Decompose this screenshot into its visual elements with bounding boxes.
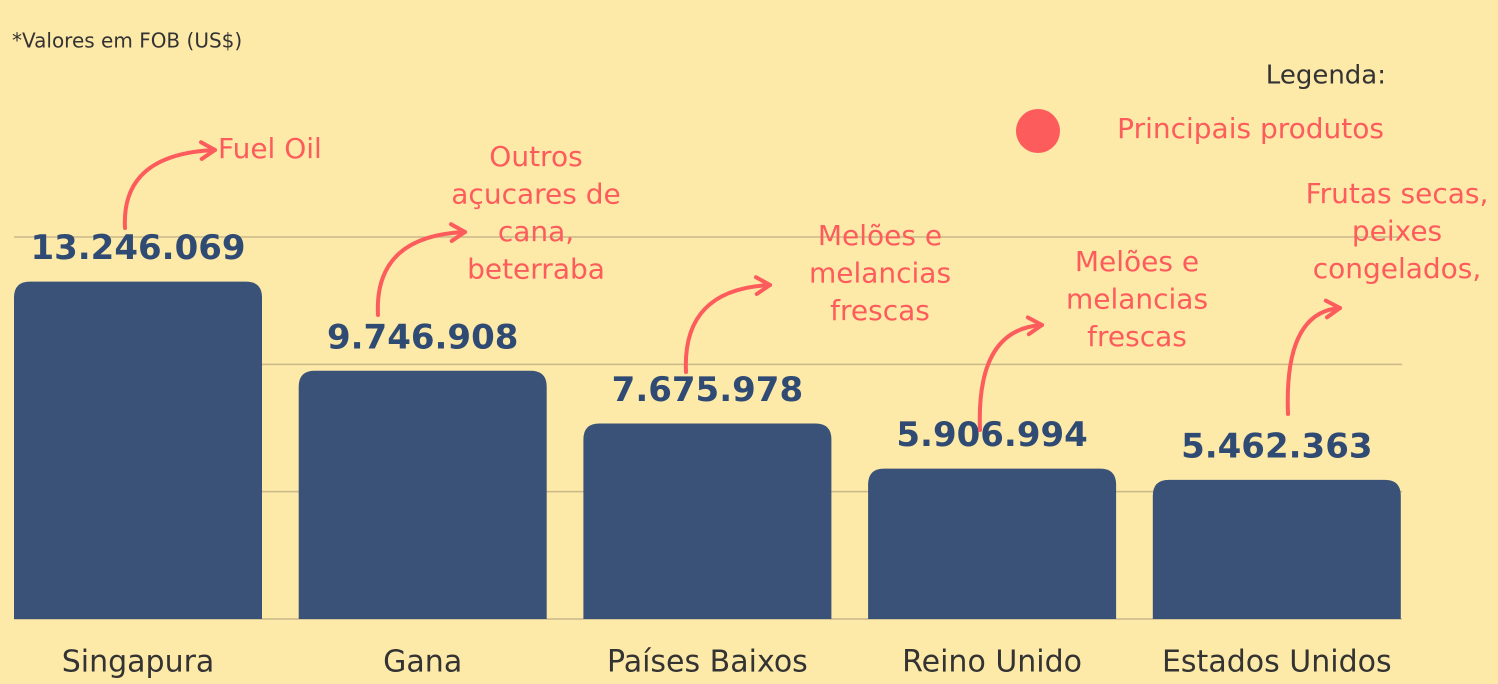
annotation: Melões e: [818, 219, 942, 252]
annotation: Melões e: [1075, 245, 1199, 278]
value-label: 5.906.994: [896, 415, 1087, 455]
legend-title: Legenda:: [1266, 61, 1386, 91]
x-tick-label: Gana: [383, 645, 462, 680]
arrow-head: [1323, 298, 1342, 320]
arrow: [375, 230, 467, 317]
bar: [14, 281, 262, 619]
annotation: Frutas secas,: [1306, 177, 1489, 210]
arrow-head: [1025, 315, 1044, 337]
arrow-head: [449, 222, 467, 243]
legend-marker: [1016, 109, 1060, 153]
annotation: Fuel Oil: [218, 132, 322, 165]
annotation: beterraba: [467, 253, 605, 286]
x-tick-label: Reino Unido: [902, 645, 1082, 680]
annotation: açucares de: [451, 178, 620, 211]
arrow: [122, 148, 217, 230]
x-tick-label: Estados Unidos: [1162, 645, 1392, 680]
annotation: melancias: [1066, 283, 1208, 316]
value-label: 7.675.978: [612, 370, 803, 410]
arrow-head: [753, 275, 772, 296]
bar: [1152, 479, 1401, 619]
bar: [298, 370, 547, 619]
value-label: 5.462.363: [1181, 426, 1372, 466]
x-tick-label: Países Baixos: [607, 645, 808, 680]
annotation: frescas: [1087, 320, 1187, 353]
bar: [868, 468, 1117, 619]
annotation: melancias: [809, 257, 951, 290]
value-label: 9.746.908: [327, 317, 518, 357]
annotation: cana,: [498, 215, 574, 248]
x-tick-label: Singapura: [62, 645, 215, 680]
arrow: [977, 323, 1044, 432]
value-label: 13.246.069: [30, 228, 245, 268]
arrow-head: [199, 140, 217, 161]
annotation: frescas: [830, 294, 930, 327]
annotation: congelados,: [1313, 252, 1482, 285]
bar: [583, 423, 832, 619]
arrow: [1285, 306, 1342, 416]
arrow: [683, 283, 772, 374]
subtitle: *Valores em FOB (US$): [12, 29, 242, 53]
annotation: peixes: [1352, 215, 1442, 248]
annotation: Outros: [489, 140, 582, 173]
legend-label: Principais produtos: [1117, 112, 1384, 145]
